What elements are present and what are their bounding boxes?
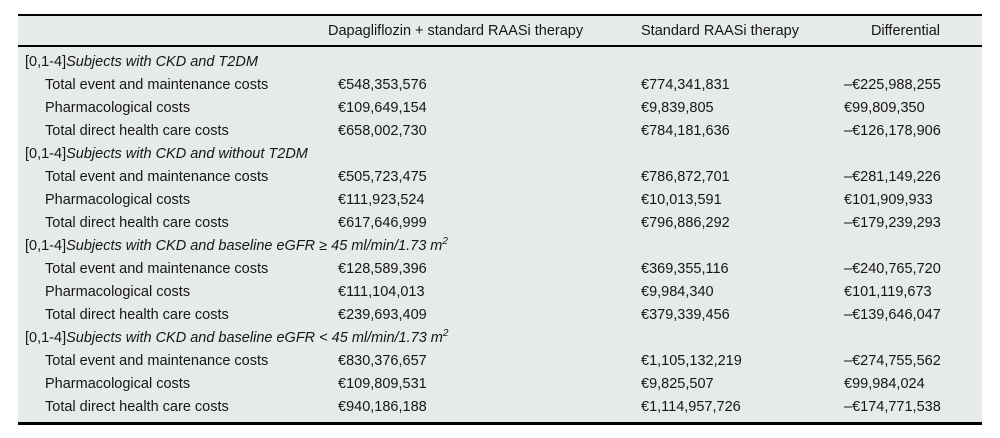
section-row: [0,1-4]Subjects with CKD and baseline eG… xyxy=(18,326,982,349)
table-row: Pharmacological costs €109,649,154 €9,83… xyxy=(18,96,982,119)
cell-differential: –€240,765,720 xyxy=(844,260,941,277)
section-title: [0,1-4]Subjects with CKD and without T2D… xyxy=(18,142,982,165)
header-row: Dapagliflozin + standard RAASi therapy S… xyxy=(18,16,982,47)
column-header-differential: Differential xyxy=(844,16,982,47)
cell-differential: –€225,988,255 xyxy=(844,76,941,93)
column-header-comparator: Standard RAASi therapy xyxy=(641,16,844,47)
section-title-text: Subjects with CKD and baseline eGFR < 45… xyxy=(66,327,449,346)
row-label: Total direct health care costs xyxy=(45,306,229,323)
section-title: [0,1-4]Subjects with CKD and baseline eG… xyxy=(18,234,982,257)
cell-differential: €101,909,933 xyxy=(844,191,933,208)
cell-comparator: €9,839,805 xyxy=(641,99,714,116)
section-row: [0,1-4]Subjects with CKD and T2DM xyxy=(18,46,982,73)
section-title: [0,1-4]Subjects with CKD and baseline eG… xyxy=(18,326,982,349)
row-label: Total event and maintenance costs xyxy=(45,260,269,277)
cell-treatment: €548,353,576 xyxy=(338,76,427,93)
table-row: Total direct health care costs €239,693,… xyxy=(18,303,982,326)
cell-treatment: €830,376,657 xyxy=(338,352,427,369)
cell-comparator: €774,341,831 xyxy=(641,76,730,93)
section-title: [0,1-4]Subjects with CKD and T2DM xyxy=(18,46,982,73)
cell-comparator: €784,181,636 xyxy=(641,122,730,139)
cost-table-panel: Dapagliflozin + standard RAASi therapy S… xyxy=(18,14,982,425)
column-header-empty xyxy=(18,16,338,47)
row-label: Total event and maintenance costs xyxy=(45,352,269,369)
cell-differential: €101,119,673 xyxy=(844,283,932,300)
cell-treatment: €239,693,409 xyxy=(338,306,427,323)
section-prefix: [0,1-4] xyxy=(25,329,67,346)
row-label: Total direct health care costs xyxy=(45,214,229,231)
table-row: Total event and maintenance costs €128,5… xyxy=(18,257,982,280)
section-title-text: Subjects with CKD and baseline eGFR ≥ 45… xyxy=(66,235,448,254)
section-title-text: Subjects with CKD and without T2DM xyxy=(66,145,308,162)
section-row: [0,1-4]Subjects with CKD and without T2D… xyxy=(18,142,982,165)
cell-comparator: €786,872,701 xyxy=(641,168,730,185)
cell-differential: –€274,755,562 xyxy=(844,352,941,369)
table-row: Total direct health care costs €617,646,… xyxy=(18,211,982,234)
table-row: Total event and maintenance costs €548,3… xyxy=(18,73,982,96)
column-header-treatment: Dapagliflozin + standard RAASi therapy xyxy=(328,16,641,47)
table-row: Pharmacological costs €111,104,013 €9,98… xyxy=(18,280,982,303)
section-prefix: [0,1-4] xyxy=(25,145,67,162)
row-label: Total direct health care costs xyxy=(45,398,229,415)
cell-comparator: €10,013,591 xyxy=(641,191,722,208)
table-row: Pharmacological costs €111,923,524 €10,0… xyxy=(18,188,982,211)
cell-treatment: €940,186,188 xyxy=(338,398,427,415)
cell-differential: –€126,178,906 xyxy=(844,122,941,139)
section-row: [0,1-4]Subjects with CKD and baseline eG… xyxy=(18,234,982,257)
cell-treatment: €617,646,999 xyxy=(338,214,427,231)
cell-treatment: €658,002,730 xyxy=(338,122,427,139)
cell-treatment: €111,923,524 xyxy=(338,191,425,208)
cell-comparator: €369,355,116 xyxy=(641,260,729,277)
row-label: Pharmacological costs xyxy=(45,99,191,116)
section-prefix: [0,1-4] xyxy=(25,53,67,70)
table-row: Total event and maintenance costs €830,3… xyxy=(18,349,982,372)
row-label: Total event and maintenance costs xyxy=(45,76,269,93)
table-header: Dapagliflozin + standard RAASi therapy S… xyxy=(18,16,982,47)
cell-differential: –€281,149,226 xyxy=(844,168,941,185)
cost-table: Dapagliflozin + standard RAASi therapy S… xyxy=(18,16,982,418)
table-row: Total event and maintenance costs €505,7… xyxy=(18,165,982,188)
cell-differential: €99,809,350 xyxy=(844,99,925,116)
cell-comparator: €1,114,957,726 xyxy=(641,398,741,415)
cell-treatment: €128,589,396 xyxy=(338,260,427,277)
cell-comparator: €9,825,507 xyxy=(641,375,714,392)
row-label: Pharmacological costs xyxy=(45,375,191,392)
row-label: Pharmacological costs xyxy=(45,283,191,300)
section-title-sup: 2 xyxy=(442,327,449,339)
cell-comparator: €796,886,292 xyxy=(641,214,730,231)
cell-comparator: €1,105,132,219 xyxy=(641,352,742,369)
cell-differential: €99,984,024 xyxy=(844,375,925,392)
cell-differential: –€174,771,538 xyxy=(844,398,941,415)
cell-treatment: €109,809,531 xyxy=(338,375,427,392)
section-title-sup: 2 xyxy=(442,235,448,247)
section-prefix: [0,1-4] xyxy=(25,237,67,254)
cell-differential: –€179,239,293 xyxy=(844,214,941,231)
cell-treatment: €505,723,475 xyxy=(338,168,427,185)
row-label: Total direct health care costs xyxy=(45,122,229,139)
row-label: Pharmacological costs xyxy=(45,191,191,208)
table-body: [0,1-4]Subjects with CKD and T2DM Total … xyxy=(18,46,982,418)
cell-comparator: €9,984,340 xyxy=(641,283,714,300)
cell-differential: –€139,646,047 xyxy=(844,306,941,323)
row-label: Total event and maintenance costs xyxy=(45,168,269,185)
cell-treatment: €111,104,013 xyxy=(338,283,425,300)
table-row: Total direct health care costs €658,002,… xyxy=(18,119,982,142)
table-row: Total direct health care costs €940,186,… xyxy=(18,395,982,418)
cell-treatment: €109,649,154 xyxy=(338,99,427,116)
section-title-text: Subjects with CKD and T2DM xyxy=(66,53,258,70)
cell-comparator: €379,339,456 xyxy=(641,306,730,323)
table-row: Pharmacological costs €109,809,531 €9,82… xyxy=(18,372,982,395)
